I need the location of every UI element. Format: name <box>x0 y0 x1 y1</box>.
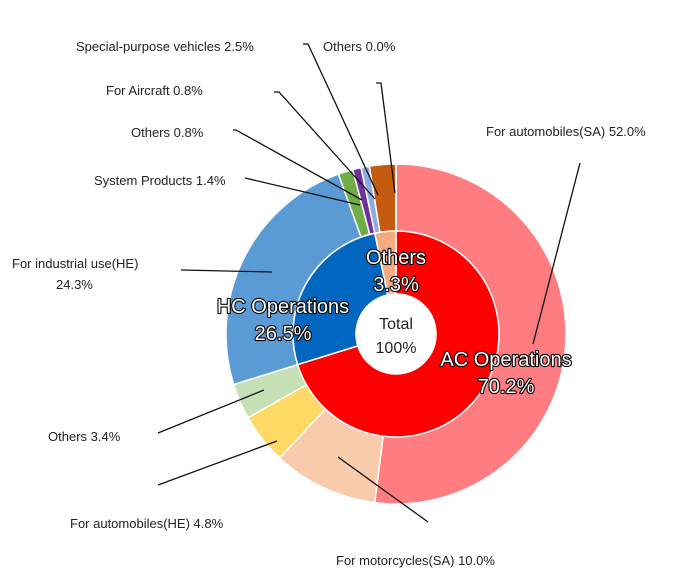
leader-line-1 <box>337 456 429 523</box>
leader-line-5 <box>244 177 361 206</box>
leader-line-6 <box>233 129 363 201</box>
center-circle <box>356 294 436 374</box>
center-label-line2: 100% <box>376 340 417 357</box>
inner-label-1: HC Operations 26.5% <box>217 296 349 345</box>
leader-line-3 <box>157 389 265 434</box>
leader-line-7 <box>274 91 376 200</box>
inner-label-0: AC Operations 70.2% <box>440 349 571 398</box>
inner-label-1-name: HC Operations <box>217 296 349 318</box>
outer-label-0: For automobiles(SA) 52.0% <box>486 124 646 139</box>
outer-label-6: Others 0.8% <box>131 125 204 140</box>
leader-line-8 <box>303 43 379 196</box>
inner-label-0-value: 70.2% <box>478 376 535 398</box>
inner-label-2: Others 3.3% <box>366 247 426 296</box>
leader-line-9 <box>376 82 396 194</box>
inner-label-2-name: Others <box>366 247 426 269</box>
outer-label-1: For motorcycles(SA) 10.0% <box>336 553 495 568</box>
inner-label-1-value: 26.5% <box>255 323 312 345</box>
inner-label-2-value: 3.3% <box>373 274 419 296</box>
outer-label-9: Others 0.0% <box>323 39 396 54</box>
outer-labels: For automobiles(SA) 52.0% For motorcycles… <box>12 39 646 568</box>
leader-line-2 <box>157 440 278 486</box>
outer-label-4-line2: 24.3% <box>56 277 93 292</box>
outer-label-4: For industrial use(HE) 24.3% <box>12 256 138 292</box>
leader-lines <box>157 43 581 523</box>
outer-label-2: For automobiles(HE) 4.8% <box>70 516 224 531</box>
outer-label-8: Special-purpose vehicles 2.5% <box>76 39 254 54</box>
inner-labels: AC Operations 70.2% HC Operations 26.5% Othe… <box>216 246 573 399</box>
center-hole: Total 100% <box>356 294 436 374</box>
inner-label-0-name: AC Operations <box>440 349 571 371</box>
outer-label-4-line1: For industrial use(HE) <box>12 256 138 271</box>
leader-line-4 <box>180 269 273 273</box>
leader-line-0 <box>532 162 581 345</box>
outer-label-3: Others 3.4% <box>48 429 121 444</box>
outer-label-7: For Aircraft 0.8% <box>106 83 203 98</box>
center-label-line1: Total <box>379 316 413 333</box>
outer-label-5: System Products 1.4% <box>94 173 226 188</box>
